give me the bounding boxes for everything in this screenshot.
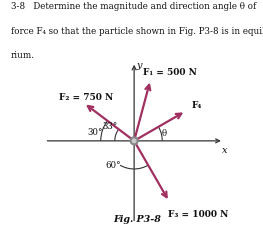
Text: rium.: rium. <box>11 51 34 60</box>
Text: x: x <box>222 146 227 155</box>
Text: θ: θ <box>161 129 166 138</box>
Text: F₂ = 750 N: F₂ = 750 N <box>59 93 113 102</box>
Circle shape <box>132 139 136 143</box>
Text: 60°: 60° <box>105 161 121 170</box>
Text: F₁ = 500 N: F₁ = 500 N <box>144 68 197 77</box>
Text: F₄: F₄ <box>191 101 201 110</box>
Text: y: y <box>137 61 142 70</box>
Text: Fig. P3-8: Fig. P3-8 <box>114 215 161 224</box>
Text: F₃ = 1000 N: F₃ = 1000 N <box>168 210 228 219</box>
Text: 33°: 33° <box>102 122 117 131</box>
Text: force F₄ so that the particle shown in Fig. P3-8 is in equilib-: force F₄ so that the particle shown in F… <box>11 27 263 36</box>
Text: 30°: 30° <box>88 128 103 137</box>
Text: 3-8   Determine the magnitude and direction angle θ of: 3-8 Determine the magnitude and directio… <box>11 2 256 11</box>
Circle shape <box>130 137 138 145</box>
